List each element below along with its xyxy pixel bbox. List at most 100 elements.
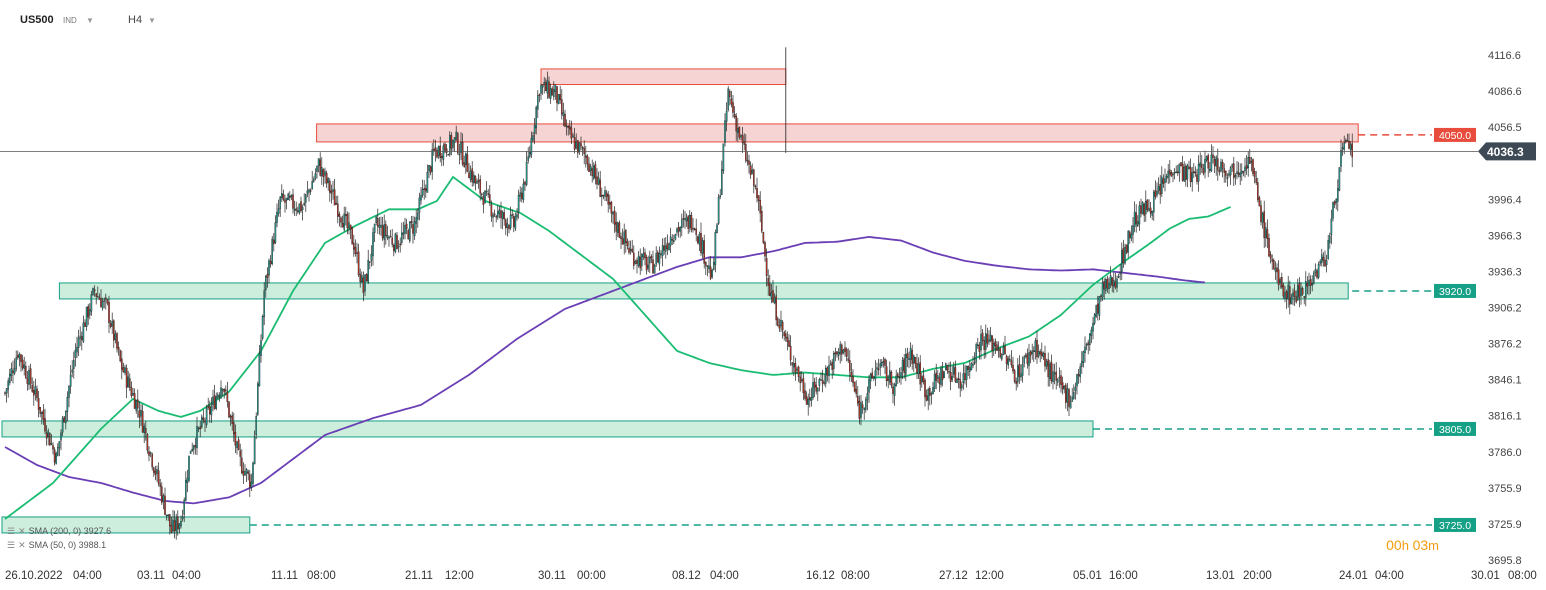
candle-up <box>649 257 651 264</box>
candle-up <box>378 225 381 228</box>
candle-up <box>58 441 61 449</box>
legend-sma200[interactable]: ☰ ✕ SMA (200, 0) 3927.6 <box>7 526 111 537</box>
menu-icon[interactable]: ☰ <box>7 540 16 550</box>
candle-up <box>829 363 832 366</box>
candle-down <box>922 375 925 382</box>
candle-up <box>18 353 21 359</box>
candle-down <box>377 218 379 227</box>
candle-up <box>308 189 310 193</box>
candle-down <box>885 366 888 382</box>
candle-down <box>396 235 398 249</box>
candle-up <box>317 158 320 167</box>
menu-icon[interactable]: ☰ <box>7 526 16 536</box>
candle-down <box>625 230 627 243</box>
candle-down <box>168 514 171 527</box>
candle-up <box>1341 147 1344 150</box>
zone-top-resistance <box>540 68 787 86</box>
level-tag-label: 3725.0 <box>1439 520 1471 532</box>
candle-down <box>98 297 101 300</box>
candle-up <box>1130 233 1133 239</box>
candle-down <box>981 332 984 341</box>
candle-down <box>938 377 941 384</box>
candle-up <box>28 370 30 385</box>
candle-down <box>447 153 450 156</box>
close-icon[interactable]: ✕ <box>18 540 26 550</box>
candle-up <box>698 233 701 245</box>
candle-down <box>733 114 736 117</box>
candle-up <box>293 208 296 211</box>
candle-down <box>887 378 889 381</box>
symbol-label[interactable]: US500 <box>20 14 54 26</box>
candle-down <box>154 470 157 475</box>
candle-up <box>1220 161 1222 172</box>
timeframe-label[interactable]: H4 <box>128 14 143 26</box>
candle-down <box>441 156 443 158</box>
candle-up <box>1336 188 1339 202</box>
candle-down <box>1213 158 1216 166</box>
candle-down <box>1055 371 1057 381</box>
candle-up <box>60 432 62 441</box>
candle-up <box>1311 283 1313 286</box>
candle-down <box>949 372 952 382</box>
candle-up <box>975 344 977 363</box>
candle-up <box>1240 170 1243 174</box>
candle-down <box>1269 254 1272 259</box>
candle-up <box>418 197 421 213</box>
candle-up <box>810 397 813 401</box>
candle-up <box>417 213 419 220</box>
candle-down <box>1303 296 1305 298</box>
candle-down <box>729 90 731 98</box>
candle-down <box>232 422 235 435</box>
candle-up <box>780 319 782 327</box>
candle-up <box>10 368 13 377</box>
candle-up <box>945 363 947 371</box>
candle-up <box>516 214 518 218</box>
candle-down <box>693 228 696 230</box>
candle-up <box>1279 279 1281 283</box>
candle-down <box>335 202 338 205</box>
candle-down <box>1256 182 1259 200</box>
candle-down <box>146 434 149 451</box>
candle-down <box>741 135 744 143</box>
candle-down <box>845 349 848 357</box>
candle-up <box>244 471 246 476</box>
candle-up <box>865 399 867 410</box>
candle-down <box>764 242 766 257</box>
candle-down <box>551 88 553 96</box>
candle-down <box>692 227 694 230</box>
y-tick-label: 3755.9 <box>1488 483 1522 495</box>
candle-down <box>618 222 621 238</box>
candle-down <box>705 262 707 266</box>
y-tick-label: 3816.1 <box>1488 411 1522 423</box>
candle-down <box>269 261 272 265</box>
y-tick-label: 4086.6 <box>1488 86 1522 98</box>
candle-down <box>1276 267 1278 273</box>
x-tick-label: 30.11 <box>538 570 566 582</box>
legend-sma50[interactable]: ☰ ✕ SMA (50, 0) 3988.1 <box>7 540 106 551</box>
candle-down <box>490 204 493 217</box>
candle-up <box>1234 175 1237 177</box>
timeframe-dropdown-icon[interactable]: ▼ <box>148 16 156 25</box>
candle-up <box>1090 329 1093 336</box>
candle-down <box>247 471 250 474</box>
candle-down <box>1301 288 1304 295</box>
candle-up <box>796 368 798 371</box>
candle-up <box>908 358 910 360</box>
candle-down <box>1026 353 1029 364</box>
candle-up <box>465 152 467 166</box>
candle-down <box>924 379 926 398</box>
symbol-dropdown-icon[interactable]: ▼ <box>86 16 94 25</box>
candle-up <box>135 400 138 411</box>
candle-up <box>684 218 686 221</box>
candle-up <box>1007 358 1009 366</box>
candle-up <box>1308 280 1310 286</box>
candle-up <box>64 410 67 424</box>
candle-down <box>914 357 917 364</box>
candle-up <box>673 239 675 242</box>
candle-up <box>1332 202 1334 219</box>
candle-down <box>1096 303 1099 314</box>
close-icon[interactable]: ✕ <box>18 526 26 536</box>
candle-up <box>421 188 424 196</box>
countdown-hours: 00 <box>1386 537 1402 553</box>
